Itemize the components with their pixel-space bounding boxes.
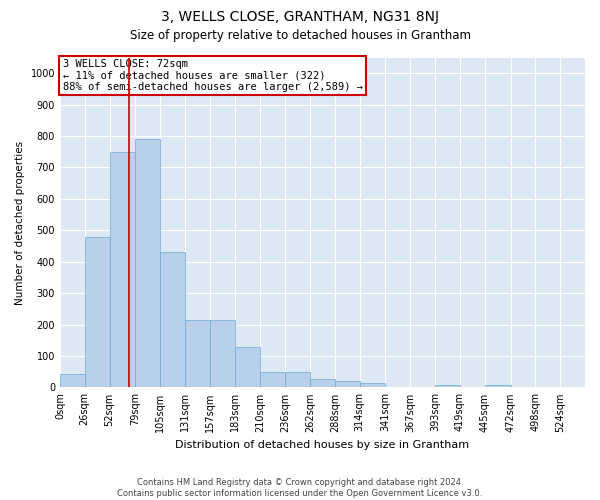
Bar — [185, 320, 210, 388]
Y-axis label: Number of detached properties: Number of detached properties — [15, 140, 25, 304]
Bar — [435, 385, 460, 388]
Bar — [260, 372, 285, 388]
Bar — [160, 252, 185, 388]
Bar — [110, 152, 136, 388]
Bar — [359, 384, 385, 388]
Bar — [335, 381, 359, 388]
Bar — [85, 236, 110, 388]
Bar — [235, 346, 260, 388]
Text: Size of property relative to detached houses in Grantham: Size of property relative to detached ho… — [130, 29, 470, 42]
Bar — [485, 385, 511, 388]
Bar — [310, 379, 335, 388]
X-axis label: Distribution of detached houses by size in Grantham: Distribution of detached houses by size … — [175, 440, 470, 450]
Text: Contains HM Land Registry data © Crown copyright and database right 2024.
Contai: Contains HM Land Registry data © Crown c… — [118, 478, 482, 498]
Bar — [285, 372, 310, 388]
Text: 3, WELLS CLOSE, GRANTHAM, NG31 8NJ: 3, WELLS CLOSE, GRANTHAM, NG31 8NJ — [161, 10, 439, 24]
Text: 3 WELLS CLOSE: 72sqm
← 11% of detached houses are smaller (322)
88% of semi-deta: 3 WELLS CLOSE: 72sqm ← 11% of detached h… — [62, 59, 362, 92]
Bar — [60, 374, 85, 388]
Bar — [136, 139, 160, 388]
Bar — [210, 320, 235, 388]
